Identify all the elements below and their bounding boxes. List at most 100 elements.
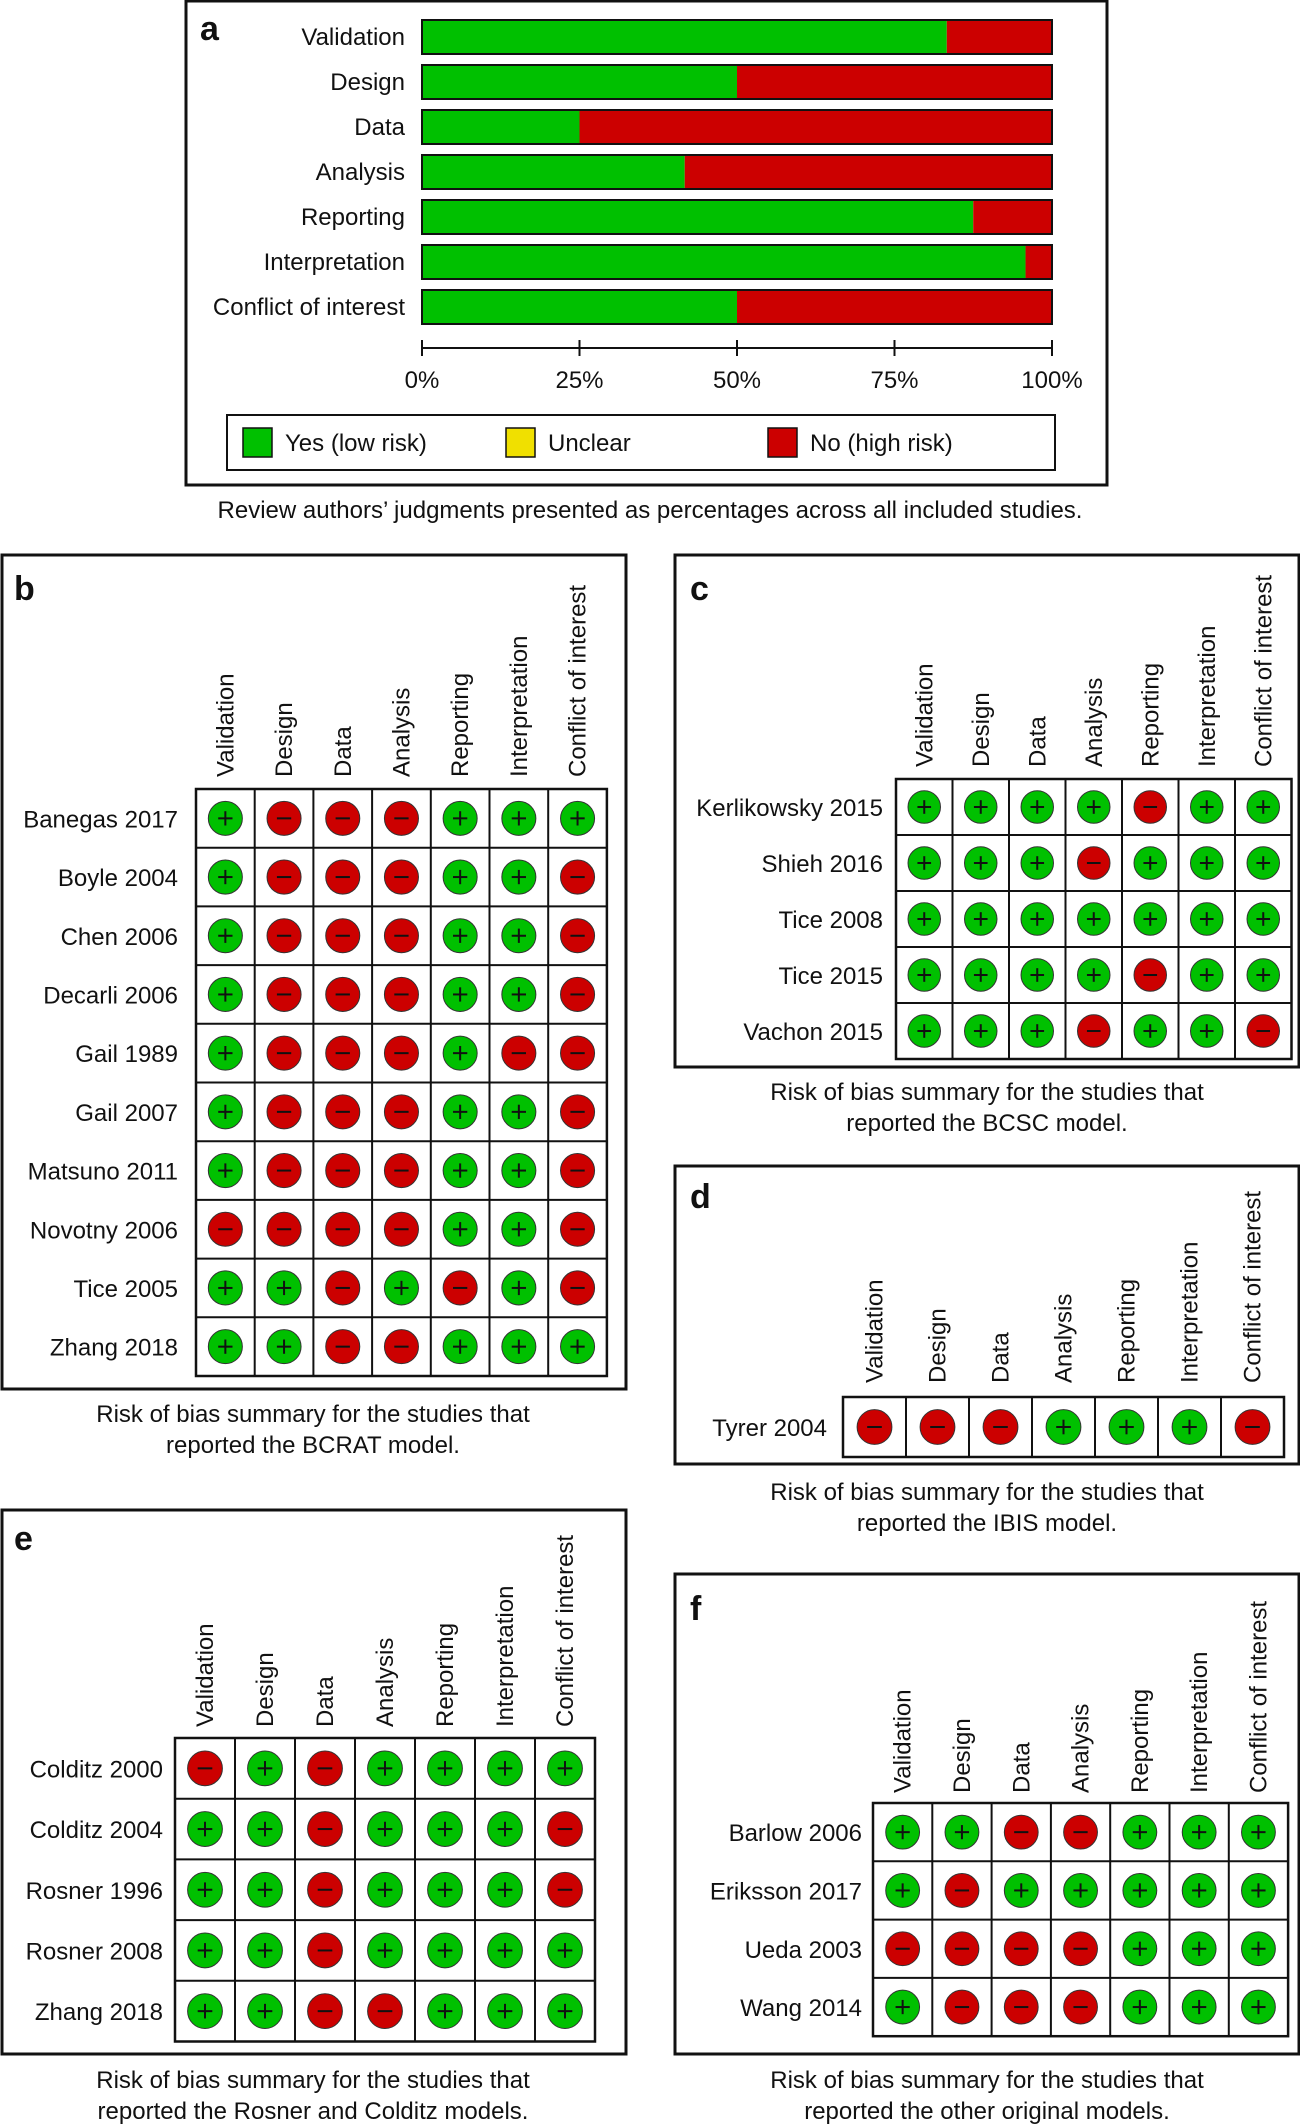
plus-icon	[442, 918, 478, 954]
minus-icon	[1133, 958, 1167, 992]
plus-icon	[1241, 1931, 1276, 1967]
column-header: Analysis	[1081, 678, 1108, 767]
plus-icon	[247, 1993, 283, 2030]
category-label: Design	[330, 69, 405, 96]
plus-icon	[1077, 902, 1111, 936]
panel-frame	[673, 1572, 1300, 2056]
study-label: Colditz 2000	[30, 1756, 163, 1783]
minus-icon	[367, 1993, 403, 2030]
x-tick-label: 25%	[555, 367, 603, 394]
column-header: Design	[252, 1652, 279, 1727]
plus-icon	[187, 1811, 223, 1847]
panel-e: e Validation Design Data Analysis Reporting In…	[0, 1508, 628, 2056]
panel-a: a Validation Design Data Analysis Reporting In…	[184, 0, 1109, 487]
minus-icon	[383, 976, 419, 1012]
column-header: Design	[949, 1718, 976, 1793]
plus-icon	[964, 958, 998, 992]
panel-d: d Validation Design Data Analysis Reporting In…	[673, 1164, 1300, 1466]
minus-icon	[560, 1211, 596, 1247]
plus-icon	[501, 1329, 537, 1365]
minus-icon	[266, 976, 302, 1012]
plus-icon	[1020, 1014, 1054, 1048]
plus-icon	[1122, 1814, 1158, 1850]
study-label: Tyrer 2004	[712, 1415, 827, 1442]
plus-icon	[427, 1750, 463, 1787]
caption-a: Review authors’ judgments presented as p…	[218, 497, 1083, 524]
minus-icon	[325, 1035, 361, 1071]
plus-icon	[1171, 1409, 1208, 1445]
bar-segment-high	[684, 155, 1052, 189]
plus-icon	[907, 958, 941, 992]
study-label: Ueda 2003	[745, 1937, 862, 1964]
bar-segment-low	[422, 20, 947, 54]
column-header: Design	[925, 1308, 952, 1383]
plus-icon	[1190, 846, 1224, 880]
plus-icon	[1246, 902, 1280, 936]
study-label: Shieh 2016	[762, 851, 883, 878]
plus-icon	[1181, 1873, 1217, 1908]
plus-icon	[501, 800, 537, 836]
plus-icon	[547, 1750, 583, 1787]
plus-icon	[501, 1094, 537, 1130]
minus-icon	[1133, 790, 1167, 824]
minus-icon	[325, 1329, 361, 1365]
plus-icon	[487, 1750, 523, 1787]
bar-segment-high	[579, 110, 1052, 144]
caption-d: Risk of bias summary for the studies tha…	[770, 1479, 1204, 1506]
minus-icon	[266, 1035, 302, 1071]
minus-icon	[266, 1094, 302, 1130]
plus-icon	[207, 918, 243, 954]
minus-icon	[383, 859, 419, 895]
plus-icon	[547, 1993, 583, 2030]
minus-icon	[560, 1153, 596, 1189]
plus-icon	[964, 790, 998, 824]
study-label: Rosner 2008	[26, 1938, 163, 1965]
column-header: Conflict of interest	[1245, 1601, 1272, 1793]
minus-icon	[325, 976, 361, 1012]
plus-icon	[187, 1932, 223, 1969]
minus-icon	[1246, 1014, 1280, 1048]
panel-label: d	[690, 1178, 711, 1216]
column-header: Data	[330, 726, 357, 777]
bar-segment-low	[422, 290, 737, 324]
minus-icon	[207, 1211, 243, 1247]
column-header: Data	[1008, 1742, 1035, 1793]
column-header: Reporting	[1127, 1689, 1154, 1793]
bar-segment-low	[422, 155, 685, 189]
column-header: Reporting	[447, 673, 474, 777]
minus-icon	[266, 918, 302, 954]
column-header: Analysis	[1068, 1704, 1095, 1793]
category-label: Validation	[301, 24, 405, 51]
minus-icon	[1003, 1814, 1039, 1850]
column-header: Interpretation	[492, 1586, 519, 1727]
x-tick-label: 0%	[405, 367, 440, 394]
study-label: Vachon 2015	[743, 1019, 883, 1046]
minus-icon	[944, 1931, 980, 1967]
plus-icon	[501, 976, 537, 1012]
plus-icon	[501, 859, 537, 895]
bar-segment-low	[422, 200, 974, 234]
plus-icon	[427, 1993, 463, 2030]
study-label: Colditz 2004	[30, 1817, 163, 1844]
plus-icon	[907, 1014, 941, 1048]
plus-icon	[487, 1932, 523, 1969]
caption-c: Risk of bias summary for the studies tha…	[770, 1079, 1204, 1106]
bar-outline	[421, 109, 1053, 145]
bar-outline	[421, 64, 1053, 100]
plus-icon	[560, 800, 596, 836]
study-label: Banegas 2017	[23, 806, 178, 833]
plus-icon	[1190, 1014, 1224, 1048]
panel-frame	[0, 553, 628, 1391]
bar-segment-high	[737, 290, 1052, 324]
column-header: Data	[1024, 716, 1051, 767]
x-tick-label: 75%	[870, 367, 918, 394]
plus-icon	[1045, 1409, 1082, 1445]
minus-icon	[885, 1931, 921, 1967]
plus-icon	[247, 1811, 283, 1847]
study-label: Tice 2008	[778, 907, 883, 934]
plus-icon	[1003, 1873, 1039, 1908]
plus-icon	[266, 1329, 302, 1365]
minus-icon	[856, 1409, 893, 1445]
x-tick-label: 50%	[713, 367, 761, 394]
minus-icon	[944, 1989, 980, 2025]
